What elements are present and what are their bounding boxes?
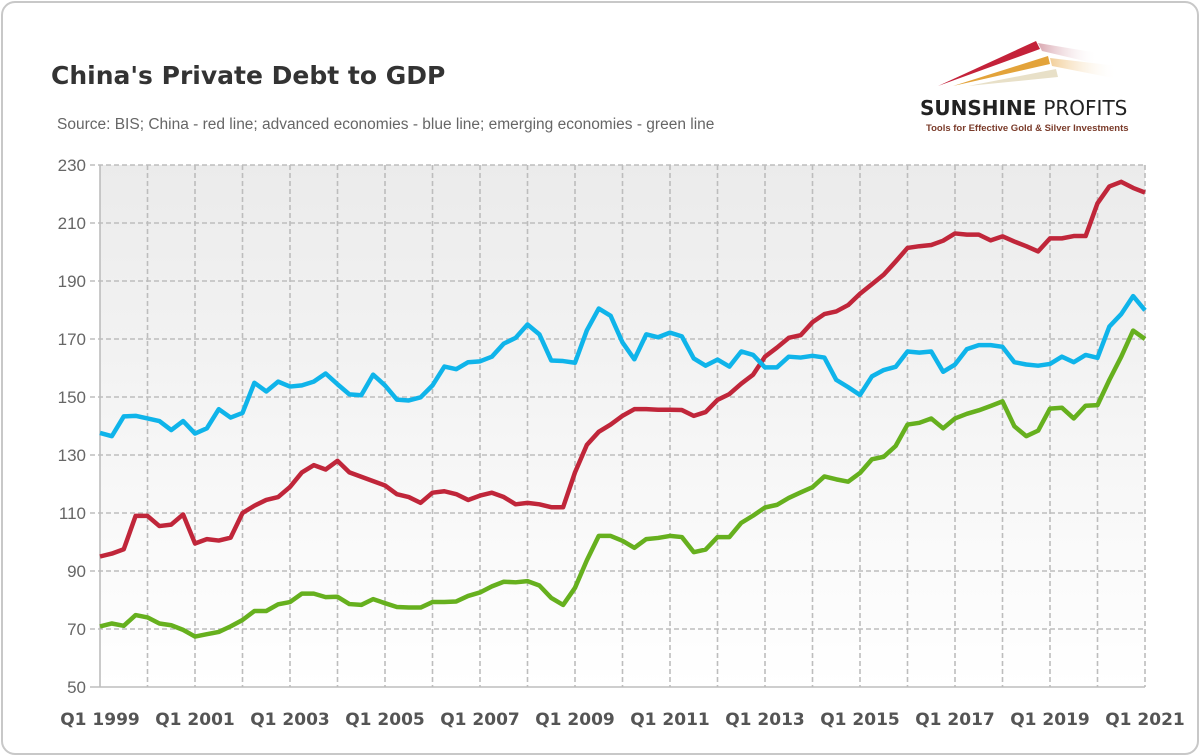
y-tick-label: 70 — [67, 620, 86, 639]
y-tick-label: 210 — [58, 214, 86, 233]
x-tick-label: Q1 2015 — [820, 710, 900, 730]
line-chart: 50 70 90 110 130 150 170 190 210 230 Q1 1999 Q1 20… — [58, 156, 1185, 730]
x-tick-label: Q1 2011 — [630, 710, 710, 730]
x-tick-label: Q1 2019 — [1010, 710, 1090, 730]
x-tick-label: Q1 2021 — [1105, 710, 1185, 730]
x-tick-label: Q1 1999 — [60, 710, 140, 730]
y-tick-label: 90 — [67, 562, 86, 581]
y-tick-label: 190 — [58, 272, 86, 291]
svg-text:SUNSHINE PROFITS: SUNSHINE PROFITS — [920, 96, 1127, 120]
chart-subtitle: Source: BIS; China - red line; advanced … — [57, 116, 715, 133]
x-tick-label: Q1 2017 — [915, 710, 995, 730]
x-tick-label: Q1 2001 — [155, 710, 235, 730]
series-2 — [99, 328, 1147, 639]
x-tick-label: Q1 2007 — [440, 710, 520, 730]
y-tick-label: 130 — [58, 446, 86, 465]
sunshine-profits-logo: SUNSHINE PROFITS Tools for Effective Gol… — [920, 41, 1129, 134]
y-tick-label: 230 — [58, 156, 86, 175]
y-tick-label: 110 — [59, 504, 86, 523]
series-0 — [99, 179, 1146, 559]
x-tick-label: Q1 2013 — [725, 710, 805, 730]
x-tick-label: Q1 2003 — [250, 710, 330, 730]
y-tick-label: 170 — [58, 330, 86, 349]
y-tick-label: 150 — [58, 388, 86, 407]
x-tick-label: Q1 2005 — [345, 710, 425, 730]
y-tick-label: 50 — [67, 678, 86, 697]
chart-title: China's Private Debt to GDP — [51, 61, 446, 90]
series-1 — [99, 293, 1147, 439]
svg-text:Tools for Effective Gold & Sil: Tools for Effective Gold & Silver Invest… — [926, 123, 1129, 134]
x-tick-label: Q1 2009 — [535, 710, 615, 730]
